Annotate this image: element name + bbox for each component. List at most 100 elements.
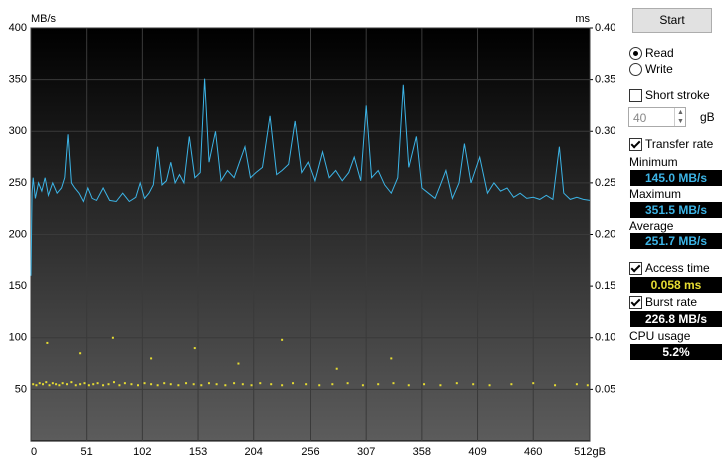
access-point: [83, 382, 86, 385]
x-tick-label: 460: [524, 446, 542, 458]
x-tick-label: 409: [468, 446, 486, 458]
access-point: [439, 384, 442, 387]
start-button[interactable]: Start: [632, 8, 712, 33]
average-label: Average: [629, 219, 674, 233]
access-point: [193, 347, 196, 350]
y-tick-label: 350: [9, 74, 27, 86]
access-point: [392, 382, 395, 385]
access-point: [46, 341, 49, 344]
access-point: [532, 382, 535, 385]
transfer-rate-checkbox[interactable]: [629, 138, 642, 151]
transfer-rate-label: Transfer rate: [645, 137, 714, 151]
access-point: [200, 384, 203, 387]
access-point: [118, 384, 121, 387]
access-point: [143, 382, 146, 385]
minimum-label: Minimum: [629, 155, 678, 169]
y2-tick-label: 0.05: [595, 383, 615, 395]
access-point: [123, 382, 126, 385]
access-point: [510, 383, 513, 386]
y-axis-title: MB/s: [31, 13, 57, 25]
access-point: [163, 382, 166, 385]
access-point: [233, 382, 236, 385]
y-tick-label: 50: [15, 383, 27, 395]
access-point: [455, 382, 458, 385]
average-value: 251.7 MB/s: [630, 233, 722, 249]
control-panel: Start Read Write Short stroke 40 ▲ ▼ gB T…: [620, 0, 726, 467]
access-point: [390, 357, 393, 360]
access-time-checkbox[interactable]: [629, 262, 642, 275]
access-time-label: Access time: [645, 261, 710, 275]
x-tick-label: 153: [189, 446, 207, 458]
access-point: [361, 384, 364, 387]
access-point: [111, 336, 114, 339]
access-point: [32, 383, 35, 386]
x-tick-label: 512gB: [574, 446, 606, 458]
y2-tick-label: 0.10: [595, 332, 615, 344]
access-point: [150, 357, 153, 360]
y-tick-label: 300: [9, 125, 27, 137]
y2-tick-label: 0.20: [595, 228, 615, 240]
access-point: [192, 383, 195, 386]
access-point: [305, 383, 308, 386]
access-point: [177, 384, 180, 387]
burst-rate-value: 226.8 MB/s: [630, 311, 722, 327]
access-point: [74, 384, 77, 387]
burst-rate-label: Burst rate: [645, 295, 698, 309]
access-point: [281, 384, 284, 387]
access-point: [92, 383, 95, 386]
stroke-size-input[interactable]: 40: [628, 107, 686, 127]
access-point: [45, 381, 48, 384]
access-point: [423, 383, 426, 386]
read-radio[interactable]: [629, 47, 642, 60]
y-tick-label: 150: [9, 280, 27, 292]
access-point: [185, 382, 188, 385]
y-tick-label: 400: [9, 22, 27, 34]
access-point: [169, 383, 172, 386]
access-point: [586, 384, 589, 387]
access-point: [156, 384, 159, 387]
access-point: [112, 381, 115, 384]
access-point: [66, 383, 69, 386]
stroke-unit: gB: [700, 110, 715, 124]
y2-tick-label: 0.25: [595, 177, 615, 189]
burst-rate-checkbox[interactable]: [629, 296, 642, 309]
access-point: [48, 384, 51, 387]
access-point: [136, 384, 139, 387]
access-point: [335, 367, 338, 370]
short-stroke-label: Short stroke: [645, 88, 710, 102]
access-point: [259, 382, 262, 385]
access-point: [292, 382, 295, 385]
cpu-usage-label: CPU usage: [629, 329, 691, 343]
maximum-label: Maximum: [629, 187, 682, 201]
access-point: [79, 352, 82, 355]
access-point: [488, 384, 491, 387]
y2-tick-label: 0.30: [595, 125, 615, 137]
access-point: [79, 383, 82, 386]
access-point: [130, 383, 133, 386]
minimum-value: 145.0 MB/s: [630, 170, 722, 186]
write-label: Write: [645, 62, 673, 76]
y-tick-label: 250: [9, 177, 27, 189]
access-point: [35, 384, 38, 387]
write-radio[interactable]: [629, 63, 642, 76]
access-point: [70, 381, 73, 384]
short-stroke-checkbox[interactable]: [629, 89, 642, 102]
access-point: [281, 338, 284, 341]
access-point: [51, 382, 54, 385]
access-point: [107, 383, 110, 386]
access-point: [224, 384, 227, 387]
spinner[interactable]: ▲ ▼: [674, 108, 686, 126]
access-point: [237, 362, 240, 365]
access-point: [215, 383, 218, 386]
access-point: [331, 383, 334, 386]
chart: MB/s ms 50 100 150 200 250 300 350 400 0.05 0.10 0…: [9, 13, 615, 458]
access-point: [38, 382, 41, 385]
access-point: [87, 384, 90, 387]
access-point: [58, 384, 61, 387]
transfer-line: [30, 78, 591, 276]
x-tick-label: 204: [245, 446, 263, 458]
x-tick-label: 0: [31, 446, 37, 458]
y-tick-label: 200: [9, 228, 27, 240]
access-point: [472, 383, 475, 386]
